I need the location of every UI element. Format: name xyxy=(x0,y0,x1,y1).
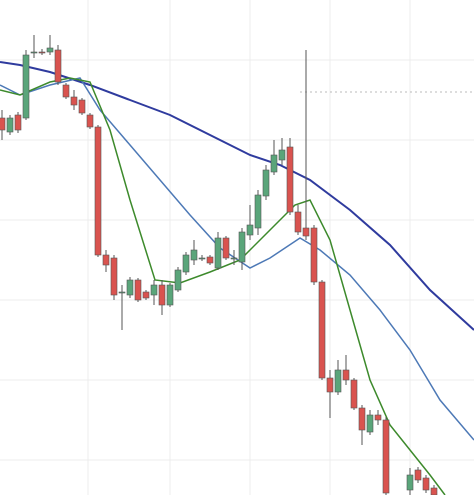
candle-body xyxy=(118,291,126,294)
candle-body xyxy=(30,51,38,54)
candle-body xyxy=(182,254,190,273)
candle-body xyxy=(294,211,302,233)
candle-body xyxy=(46,47,54,53)
candle-body xyxy=(190,249,198,261)
candle-body xyxy=(38,51,46,54)
candle-body xyxy=(230,257,238,260)
candle-body xyxy=(246,224,254,236)
candle-body xyxy=(326,377,334,393)
candle-body xyxy=(174,269,182,291)
candle-body xyxy=(158,284,166,306)
candle-body xyxy=(238,231,246,263)
candle-body xyxy=(70,96,78,106)
candle-body xyxy=(222,237,230,259)
candle-body xyxy=(358,407,366,431)
candle-body xyxy=(6,117,14,133)
candle-body xyxy=(318,281,326,379)
candle-body xyxy=(262,169,270,197)
candle-body xyxy=(214,237,222,269)
candle-body xyxy=(310,227,318,283)
candle-body xyxy=(278,149,286,161)
candle-body xyxy=(150,284,158,296)
candle-body xyxy=(254,194,262,229)
candle-body xyxy=(142,291,150,299)
candle-body xyxy=(430,487,438,495)
candle-body xyxy=(0,117,6,131)
candle-body xyxy=(334,369,342,393)
candle-body xyxy=(94,126,102,256)
candle-body xyxy=(134,279,142,301)
candle-body xyxy=(366,414,374,433)
candle-body xyxy=(62,84,70,98)
candle-body xyxy=(54,49,62,83)
candle-body xyxy=(22,54,30,119)
candle-body xyxy=(270,154,278,173)
candle-body xyxy=(198,257,206,260)
candle-body xyxy=(422,477,430,491)
candle-body xyxy=(302,227,310,237)
candle-body xyxy=(406,474,414,491)
candle-body xyxy=(350,379,358,409)
candle-body xyxy=(374,414,382,421)
candle-body xyxy=(78,99,86,114)
candle-body xyxy=(166,284,174,306)
candle-body xyxy=(206,256,214,264)
candle-body xyxy=(286,146,294,213)
candle-body xyxy=(414,469,422,481)
candle-body xyxy=(14,114,22,131)
candle-body xyxy=(342,369,350,381)
candle-body xyxy=(86,114,94,128)
candle-body xyxy=(382,419,390,494)
candle-body xyxy=(102,254,110,266)
candle-body xyxy=(110,257,118,296)
candle-body xyxy=(126,279,134,296)
